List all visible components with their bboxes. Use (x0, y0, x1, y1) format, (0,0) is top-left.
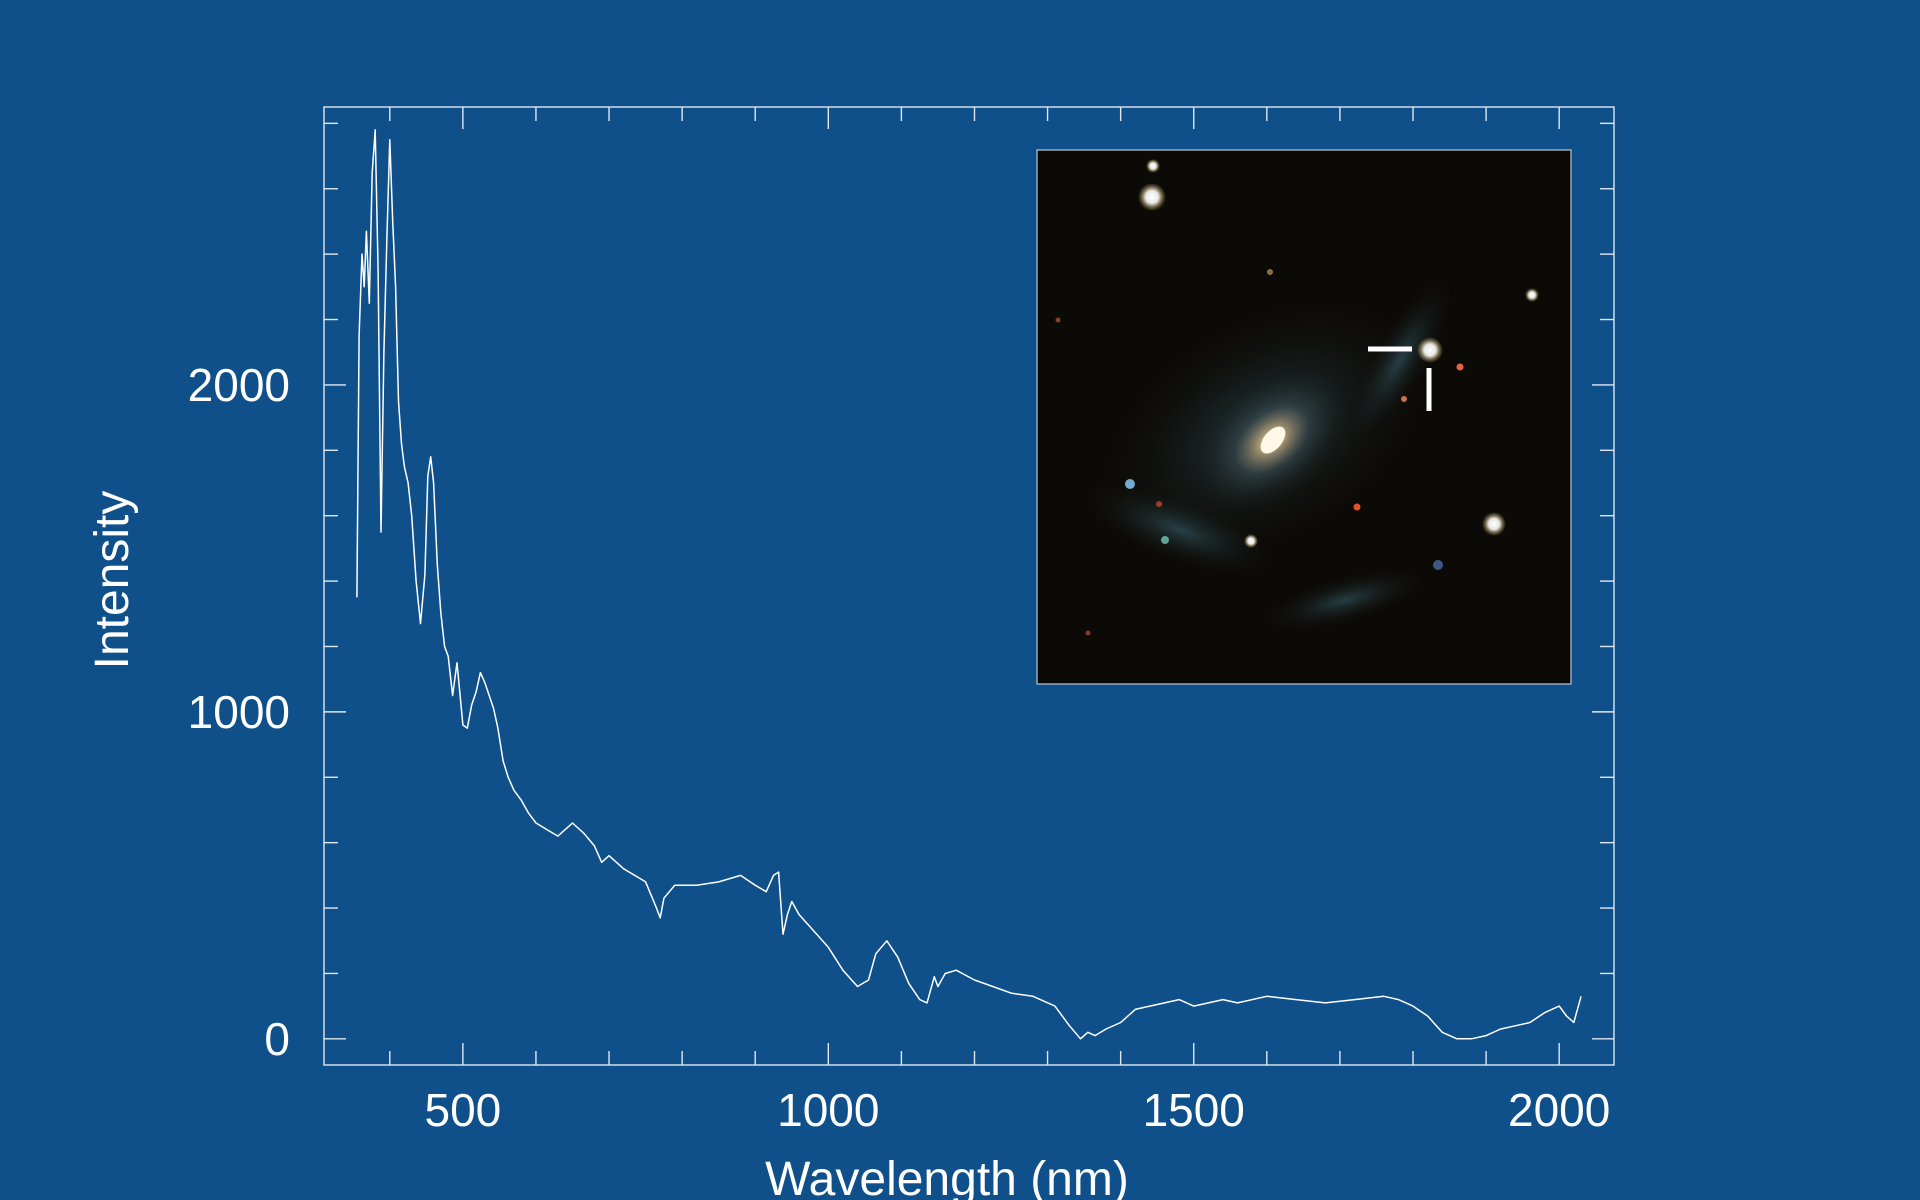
x-tick-label: 1500 (1143, 1084, 1245, 1136)
axis-ticks (324, 107, 1614, 1065)
inset-galaxy-image (1036, 149, 1572, 685)
x-tick-label: 2000 (1508, 1084, 1610, 1136)
y-tick-label: 1000 (188, 686, 290, 738)
y-tick-label: 2000 (188, 359, 290, 411)
x-tick-label: 1000 (777, 1084, 879, 1136)
y-axis-label: Intensity (86, 491, 139, 670)
y-tick-label: 0 (264, 1013, 290, 1065)
plot-frame (323, 106, 1615, 1066)
spectrum-line (356, 129, 1582, 1040)
axis-tick-labels: 500 1000 1500 2000 0 1000 2000 (188, 359, 1611, 1136)
x-tick-label: 500 (424, 1084, 501, 1136)
x-axis-label: Wavelength (nm) (765, 1153, 1129, 1200)
